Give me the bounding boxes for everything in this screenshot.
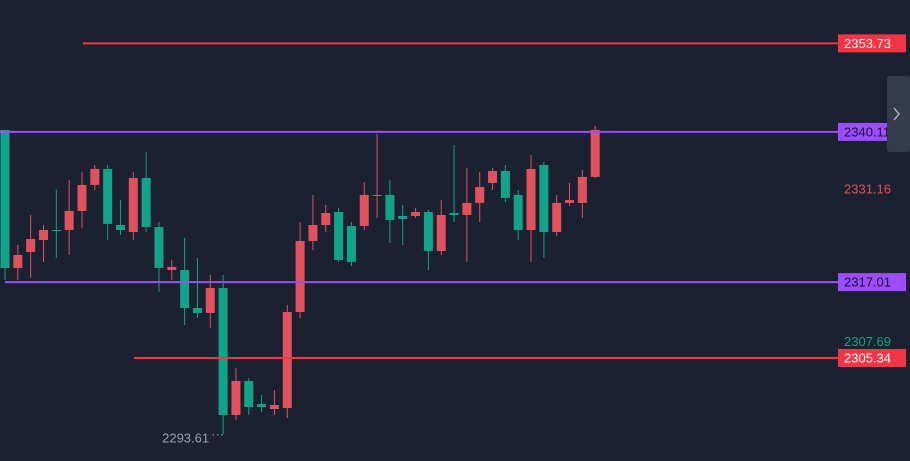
candle-body bbox=[141, 177, 151, 227]
candle-body bbox=[192, 308, 202, 314]
candle-body bbox=[462, 202, 472, 215]
candle-body bbox=[90, 168, 100, 185]
plot: 2293.61 ··· bbox=[0, 42, 838, 446]
candle-body bbox=[295, 240, 305, 312]
level-label-box bbox=[838, 349, 906, 368]
candle-body bbox=[77, 184, 87, 211]
candle-body bbox=[372, 194, 382, 196]
candle-body bbox=[103, 168, 113, 224]
candle-body bbox=[423, 211, 433, 251]
candle-body bbox=[385, 194, 395, 220]
candle-body bbox=[346, 225, 356, 262]
candle-body bbox=[475, 186, 485, 203]
candle-body bbox=[334, 211, 344, 260]
candle-body bbox=[308, 224, 318, 241]
price-axis: 2331.16 2307.69 2353.73 2340.11 2317.01 2305.… bbox=[838, 34, 906, 368]
candle-body bbox=[500, 170, 510, 198]
candle-body bbox=[244, 381, 254, 408]
candle-body bbox=[231, 381, 241, 416]
candle-body bbox=[398, 215, 408, 219]
level-label: 2317.01 bbox=[844, 275, 891, 290]
candle-body bbox=[0, 129, 10, 268]
candle-body bbox=[282, 311, 292, 409]
price-label: 2331.16 bbox=[844, 182, 891, 197]
candle-body bbox=[552, 202, 562, 232]
candle-body bbox=[411, 211, 421, 216]
candle-body bbox=[154, 226, 164, 268]
candle-body bbox=[577, 176, 587, 203]
low-annotation: 2293.61 bbox=[162, 431, 209, 446]
candle-body bbox=[449, 212, 459, 215]
candle-body bbox=[180, 269, 190, 309]
candle-body bbox=[13, 254, 23, 268]
candle-body bbox=[205, 287, 215, 314]
collapse-button[interactable] bbox=[887, 76, 910, 152]
candle-body bbox=[38, 229, 48, 240]
candle-body bbox=[167, 266, 177, 270]
candle-body bbox=[513, 194, 523, 230]
candle-body bbox=[359, 194, 369, 226]
candle-body bbox=[436, 214, 446, 251]
candle-body bbox=[590, 129, 600, 177]
candle-body bbox=[26, 238, 36, 252]
candle-body bbox=[539, 164, 549, 232]
candle-body bbox=[128, 177, 138, 232]
candle-body bbox=[257, 404, 267, 408]
candle-body bbox=[526, 168, 536, 230]
candle-body bbox=[218, 287, 228, 416]
level-label: 2305.34 bbox=[844, 350, 891, 365]
candle-body bbox=[51, 229, 61, 231]
candle-body bbox=[269, 405, 279, 410]
candle-body bbox=[115, 224, 125, 230]
candle-body bbox=[321, 212, 331, 225]
candle-body bbox=[488, 170, 498, 183]
low-annotation-dots: ··· bbox=[211, 427, 224, 442]
level-label: 2340.11 bbox=[844, 124, 890, 139]
candle-body bbox=[64, 210, 74, 230]
price-label: 2307.69 bbox=[844, 334, 891, 349]
level-label: 2353.73 bbox=[844, 36, 891, 51]
candle-body bbox=[565, 199, 575, 203]
level-label-box bbox=[838, 34, 906, 53]
level-label-box bbox=[838, 273, 906, 292]
